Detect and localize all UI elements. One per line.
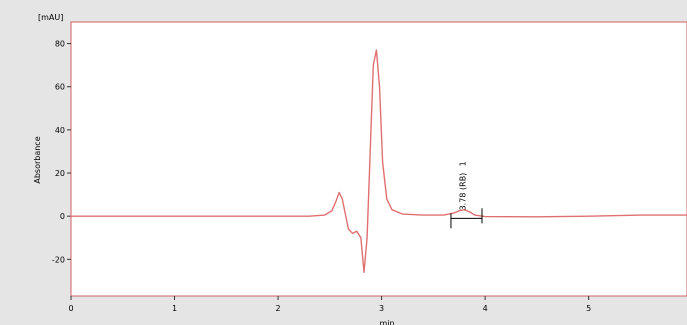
series-line-1 <box>70 49 687 273</box>
y-tick-label: 0 <box>60 212 65 221</box>
y-unit-label: [mAU] <box>38 13 63 22</box>
y-tick-label: 20 <box>55 169 65 178</box>
x-tick-label: 0 <box>68 304 73 313</box>
series-layer <box>70 49 687 273</box>
x-tick-label: 2 <box>276 304 281 313</box>
x-tick-label: 3 <box>379 304 384 313</box>
peak-number: 1 <box>458 161 467 166</box>
plot-area <box>70 21 687 297</box>
x-tick-label: 5 <box>586 304 591 313</box>
y-tick-label: 60 <box>55 83 65 92</box>
y-axis-label: Absorbance <box>33 136 42 183</box>
y-tick-label: 40 <box>55 126 65 135</box>
x-tick-label: 4 <box>483 304 488 313</box>
y-axis-ticks: 80 60 40 20 0 -20 <box>52 40 71 264</box>
x-axis-label: min <box>379 319 394 325</box>
annotation-layer: 3.78 (RB) 1 <box>450 161 483 229</box>
x-tick-label: 1 <box>172 304 177 313</box>
peak-label: 3.78 (RB) <box>458 173 467 211</box>
y-tick-label: 80 <box>55 40 65 49</box>
y-tick-label: -20 <box>52 255 65 264</box>
x-axis-ticks: 0123456 <box>68 296 591 313</box>
